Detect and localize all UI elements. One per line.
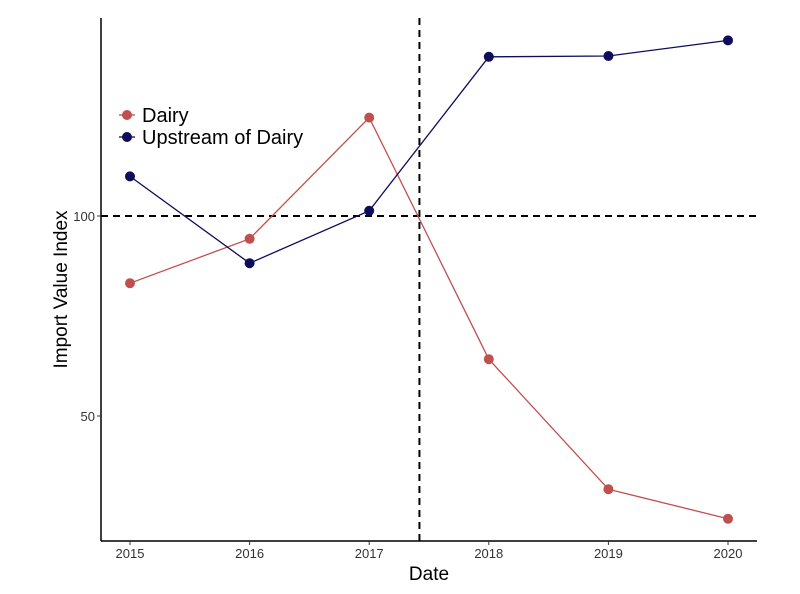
data-point — [483, 354, 494, 365]
series-upstream-of-dairy — [125, 35, 733, 269]
x-axis-title: Date — [409, 564, 449, 585]
x-tick-label: 2015 — [116, 546, 145, 561]
data-point — [603, 484, 614, 495]
series-line — [129, 39, 729, 264]
legend-key-marker — [122, 132, 132, 142]
x-tick-label: 2018 — [474, 546, 503, 561]
y-axis-ticks: 50 100 — [73, 209, 101, 424]
legend-key-marker — [122, 110, 132, 120]
series-dairy — [125, 112, 733, 524]
data-point — [364, 205, 375, 216]
data-point — [125, 278, 135, 289]
data-point — [125, 171, 135, 182]
data-point — [364, 112, 375, 123]
series-layer — [125, 35, 733, 524]
x-tick-label: 2019 — [594, 546, 623, 561]
data-point — [483, 51, 494, 62]
data-point — [723, 35, 733, 46]
data-point — [244, 258, 255, 269]
data-point — [244, 233, 255, 244]
reference-lines — [101, 18, 757, 541]
data-point — [603, 51, 614, 61]
y-axis-title: Import Value Index — [51, 210, 72, 369]
y-tick-label: 50 — [81, 409, 95, 424]
x-axis-ticks: 2015 2016 2017 2018 2019 2020 — [116, 541, 743, 561]
x-tick-label: 2020 — [714, 546, 743, 561]
x-tick-label: 2017 — [355, 546, 384, 561]
y-tick-label: 100 — [73, 209, 95, 224]
legend-label: Upstream of Dairy — [142, 127, 303, 149]
legend-label: Dairy — [142, 105, 189, 127]
x-tick-label: 2016 — [235, 546, 264, 561]
series-line — [129, 116, 729, 520]
data-point — [723, 513, 733, 524]
